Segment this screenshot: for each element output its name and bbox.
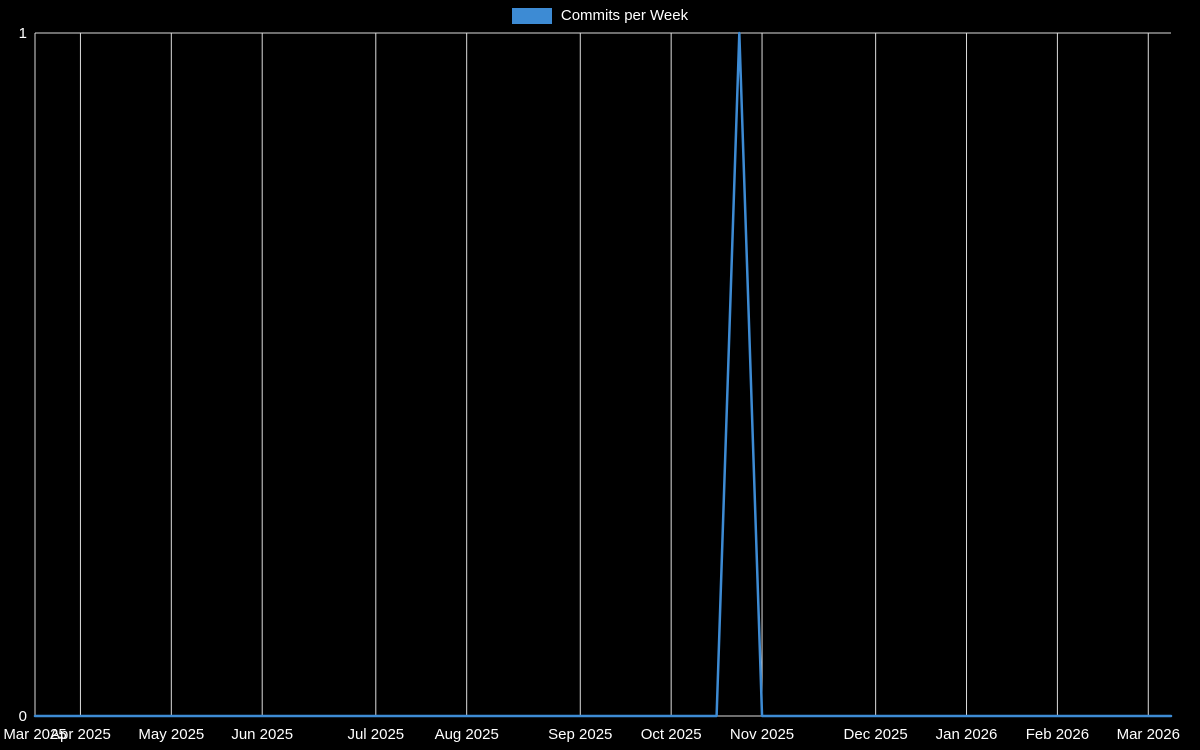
x-tick-label: Feb 2026 xyxy=(1026,726,1089,743)
x-tick-label: Aug 2025 xyxy=(435,726,499,743)
x-tick-label: Nov 2025 xyxy=(730,726,794,743)
x-tick-label: May 2025 xyxy=(138,726,204,743)
y-tick-label: 1 xyxy=(19,25,27,42)
x-tick-label: Apr 2025 xyxy=(50,726,111,743)
x-tick-label: Mar 2025 xyxy=(3,726,66,743)
chart-legend[interactable]: Commits per Week xyxy=(0,7,1200,24)
legend-swatch xyxy=(511,7,552,24)
x-tick-label: Jan 2026 xyxy=(936,726,998,743)
x-tick-label: Dec 2025 xyxy=(844,726,908,743)
y-tick-label: 0 xyxy=(19,708,27,725)
x-tick-label: Jul 2025 xyxy=(347,726,404,743)
x-tick-label: Mar 2026 xyxy=(1117,726,1180,743)
legend-label: Commits per Week xyxy=(560,7,689,24)
x-tick-label: Sep 2025 xyxy=(548,726,612,743)
x-tick-label: Oct 2025 xyxy=(641,726,702,743)
x-tick-label: Jun 2025 xyxy=(231,726,293,743)
series-line-commits-per-week[interactable] xyxy=(33,31,1173,718)
